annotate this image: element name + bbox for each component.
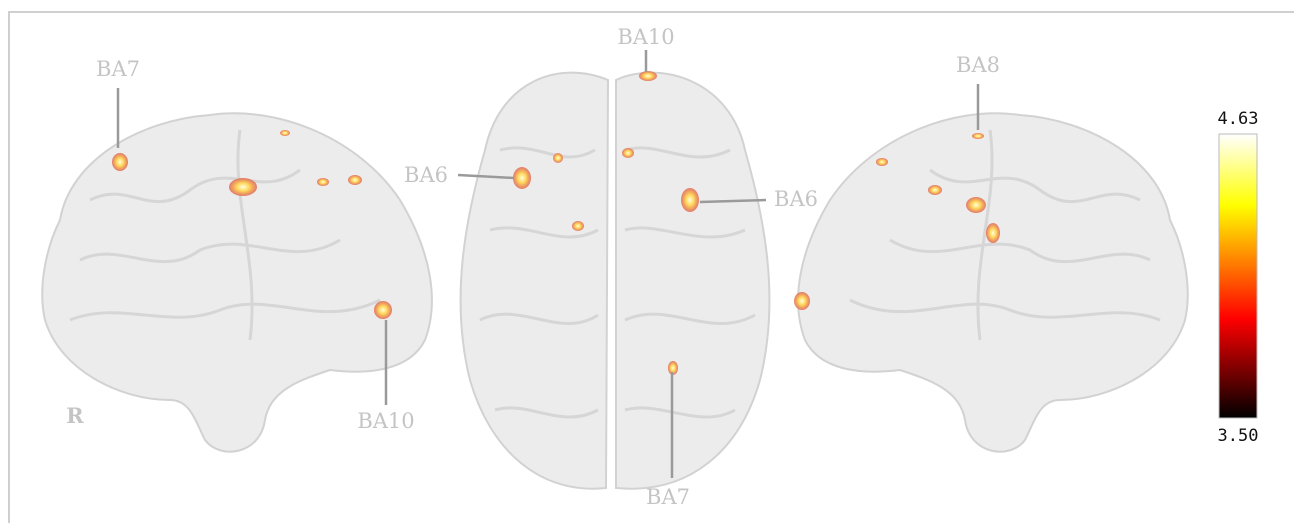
left-brain [41,112,433,453]
region-label: BA6 [404,163,448,187]
region-label: BA7 [96,57,140,81]
region-label: BA8 [956,53,1000,77]
leader-line [699,198,767,204]
region-label: BA10 [357,409,414,433]
colorbar [1218,133,1258,419]
region-label: BA10 [617,25,674,49]
colorbar-max: 4.63 [1218,109,1259,129]
top-brain [459,71,771,490]
right-brain [794,112,1189,453]
leader-line [457,173,515,180]
region-label: BA7 [646,485,690,509]
side-label: R [66,403,84,428]
colorbar-min: 3.50 [1218,426,1259,446]
region-label: BA6 [774,187,818,211]
